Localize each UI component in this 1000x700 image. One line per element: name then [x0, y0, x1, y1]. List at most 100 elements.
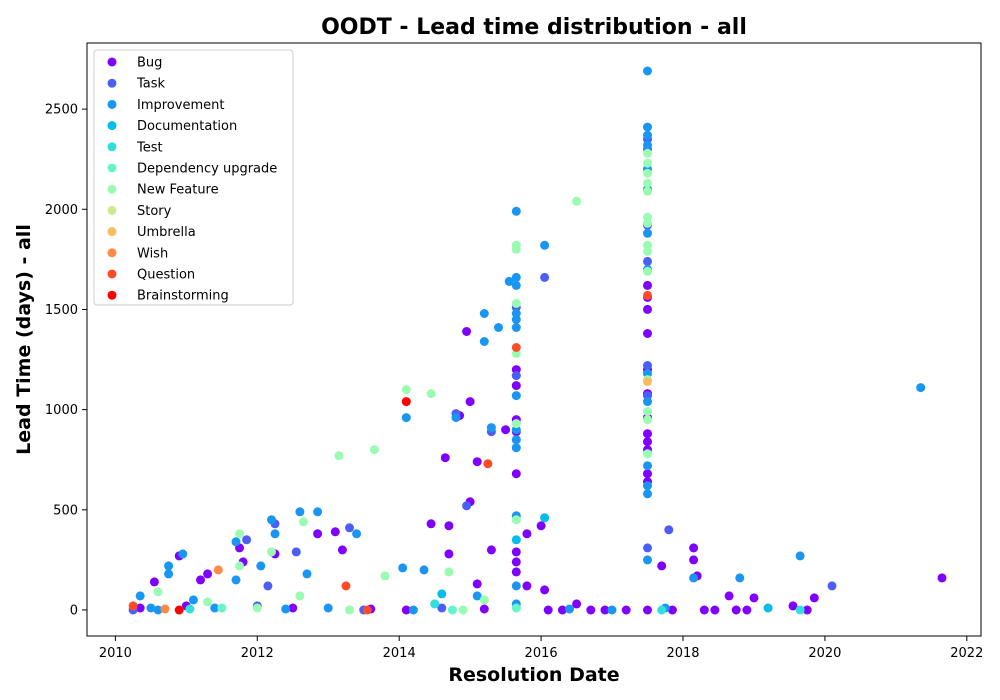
point-improvement [643, 555, 652, 565]
point-improvement [472, 591, 482, 601]
point-improvement [735, 573, 745, 583]
point-improvement [494, 323, 503, 332]
point-bug [511, 469, 521, 479]
point-bug [586, 605, 596, 615]
point-improvement [511, 315, 521, 324]
legend-entry: Dependency upgrade [137, 162, 277, 177]
point-improvement [164, 561, 174, 571]
point-improvement [511, 280, 521, 290]
x-tick-label: 2014 [383, 646, 416, 661]
point-new-feature [426, 389, 436, 399]
point-new-feature [267, 547, 276, 557]
legend-marker [107, 227, 117, 237]
point-new-feature [643, 148, 652, 158]
point-improvement [323, 603, 333, 613]
point-brainstorming [174, 605, 184, 615]
point-question [643, 290, 652, 300]
point-bug [522, 581, 532, 591]
point-improvement [451, 413, 461, 423]
point-bug [643, 280, 652, 290]
point-bug [643, 469, 652, 479]
point-improvement [643, 122, 652, 132]
point-bug [742, 605, 752, 615]
point-bug [540, 585, 550, 595]
point-new-feature [444, 567, 454, 577]
point-task [345, 523, 354, 533]
point-new-feature [235, 529, 244, 539]
x-axis-label: Resolution Date [448, 664, 619, 686]
x-tick-label: 2020 [808, 646, 841, 661]
point-new-feature [643, 186, 652, 196]
point-new-feature [643, 158, 652, 168]
point-improvement [795, 551, 805, 561]
point-dependency-upgrade [447, 605, 457, 615]
legend-marker [107, 57, 117, 67]
point-bug [511, 557, 521, 567]
point-improvement [164, 569, 174, 579]
point-improvement [408, 605, 418, 615]
point-bug [511, 381, 521, 391]
legend-marker [107, 121, 117, 131]
point-bug [479, 604, 489, 614]
point-improvement [302, 569, 312, 579]
point-new-feature [298, 517, 308, 527]
point-new-feature [479, 595, 489, 605]
point-documentation [437, 589, 447, 599]
legend-entry: Wish [137, 246, 168, 261]
point-new-feature [369, 445, 379, 455]
point-bug [937, 573, 947, 583]
point-task [643, 543, 652, 553]
point-improvement [188, 595, 198, 605]
legend-entry: Question [137, 268, 195, 283]
point-bug [643, 329, 652, 338]
point-bug [196, 575, 205, 585]
point-new-feature [295, 591, 305, 601]
legend-marker [107, 78, 117, 88]
point-new-feature [643, 178, 652, 188]
point-bug [643, 605, 652, 615]
point-new-feature [643, 168, 652, 178]
point-documentation [763, 603, 773, 613]
point-improvement [479, 337, 489, 346]
point-new-feature [511, 244, 521, 254]
point-improvement [153, 605, 163, 615]
point-improvement [511, 435, 521, 445]
point-task [540, 272, 550, 282]
point-improvement [643, 481, 652, 491]
point-bug [522, 529, 532, 539]
point-bug [788, 601, 798, 611]
legend-entry: Bug [137, 56, 162, 71]
point-bug [288, 603, 298, 613]
point-bug [543, 605, 553, 615]
point-bug [809, 593, 819, 603]
legend-marker [107, 290, 117, 300]
legend-marker [107, 205, 117, 215]
legend: Bug Task Improvement Documentation Test Depen… [93, 49, 294, 306]
point-new-feature [380, 571, 390, 581]
point-new-feature [511, 515, 521, 525]
point-bug [689, 555, 699, 565]
point-improvement [270, 529, 280, 539]
point-new-feature [334, 451, 344, 461]
point-improvement [486, 423, 496, 433]
point-bug [731, 605, 741, 615]
point-improvement [511, 272, 521, 282]
legend-marker [107, 163, 117, 173]
point-improvement [401, 413, 411, 423]
point-improvement [178, 549, 188, 559]
point-task [437, 603, 447, 613]
point-new-feature [572, 196, 582, 206]
y-tick-label: 0 [70, 603, 78, 618]
point-improvement [267, 515, 276, 525]
legend-marker [107, 142, 117, 152]
point-bug [621, 605, 631, 615]
point-bug [401, 605, 411, 615]
point-bug [667, 605, 677, 615]
point-improvement [295, 507, 305, 517]
legend-marker [107, 248, 117, 258]
point-task [511, 371, 521, 381]
point-question [341, 581, 351, 591]
point-new-feature [643, 246, 652, 256]
point-bug [643, 304, 652, 314]
